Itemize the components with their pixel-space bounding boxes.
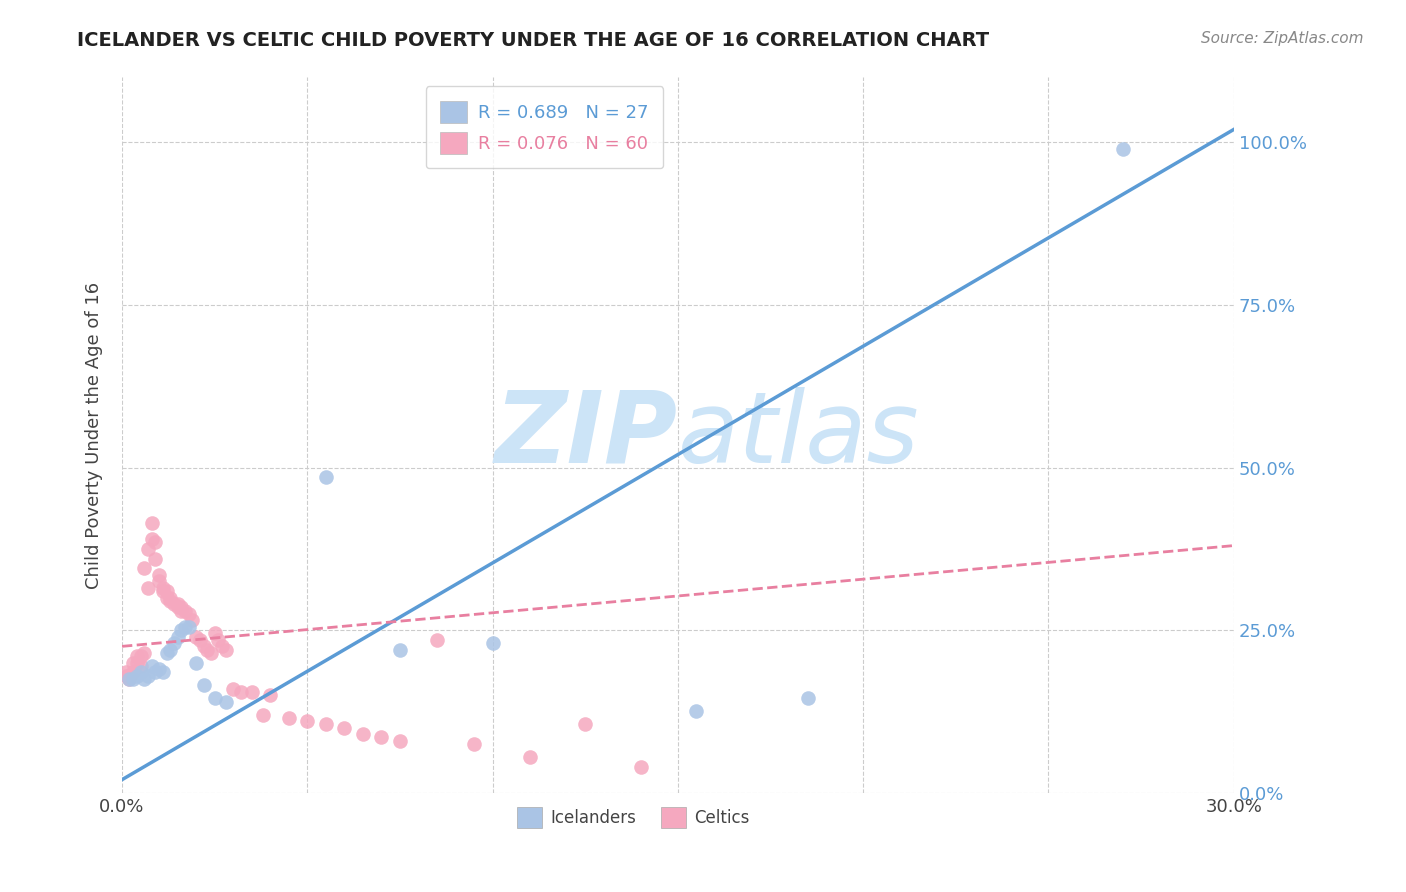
Point <box>181 613 204 627</box>
Point <box>259 688 281 702</box>
Point <box>134 646 156 660</box>
Point <box>188 632 211 647</box>
Point <box>177 620 200 634</box>
Point <box>463 737 485 751</box>
Point <box>148 662 170 676</box>
Point <box>193 640 215 654</box>
Point <box>222 681 245 696</box>
Point <box>129 658 152 673</box>
Point <box>277 711 299 725</box>
Point <box>174 604 197 618</box>
Point <box>163 636 186 650</box>
Point <box>134 561 156 575</box>
Point <box>1111 142 1133 156</box>
Point <box>574 717 596 731</box>
Point <box>136 541 159 556</box>
Point <box>195 642 218 657</box>
Point <box>159 591 181 605</box>
Point <box>136 581 159 595</box>
Point <box>166 630 188 644</box>
Point <box>685 705 707 719</box>
Point <box>388 733 411 747</box>
Point <box>519 750 541 764</box>
Point <box>155 584 177 599</box>
Point <box>166 600 188 615</box>
Point <box>174 620 197 634</box>
Point <box>388 642 411 657</box>
Point <box>129 665 152 680</box>
Point <box>148 574 170 589</box>
Point <box>315 717 337 731</box>
Point <box>211 640 233 654</box>
Point <box>148 567 170 582</box>
Point <box>193 678 215 692</box>
Point <box>118 672 141 686</box>
Point <box>122 672 145 686</box>
Point <box>122 665 145 680</box>
Text: ZIP: ZIP <box>495 386 678 483</box>
Point <box>118 668 141 682</box>
Point <box>200 646 222 660</box>
Point <box>125 649 148 664</box>
Point <box>229 685 252 699</box>
Point <box>125 656 148 670</box>
Point <box>122 656 145 670</box>
Point <box>186 656 208 670</box>
Point <box>170 623 193 637</box>
Point <box>252 707 274 722</box>
Point <box>186 630 208 644</box>
Point <box>159 642 181 657</box>
Point <box>170 600 193 615</box>
Point <box>315 470 337 484</box>
Point <box>129 649 152 664</box>
Point <box>125 668 148 682</box>
Point <box>177 607 200 621</box>
Point <box>166 597 188 611</box>
Point <box>240 685 263 699</box>
Point <box>170 604 193 618</box>
Point <box>152 665 174 680</box>
Point <box>136 668 159 682</box>
Legend: Icelanders, Celtics: Icelanders, Celtics <box>510 801 756 834</box>
Point <box>152 584 174 599</box>
Point <box>796 691 818 706</box>
Point <box>155 646 177 660</box>
Point <box>141 516 163 530</box>
Point <box>215 695 238 709</box>
Point <box>152 581 174 595</box>
Point <box>159 594 181 608</box>
Point <box>145 551 167 566</box>
Point <box>163 597 186 611</box>
Point <box>118 672 141 686</box>
Point <box>114 668 136 682</box>
Point <box>297 714 319 728</box>
Point <box>141 658 163 673</box>
Text: Source: ZipAtlas.com: Source: ZipAtlas.com <box>1201 31 1364 46</box>
Point <box>204 691 226 706</box>
Point <box>155 591 177 605</box>
Point <box>114 665 136 680</box>
Point <box>141 532 163 546</box>
Point <box>333 721 356 735</box>
Point <box>207 632 229 647</box>
Text: ICELANDER VS CELTIC CHILD POVERTY UNDER THE AGE OF 16 CORRELATION CHART: ICELANDER VS CELTIC CHILD POVERTY UNDER … <box>77 31 990 50</box>
Text: atlas: atlas <box>678 386 920 483</box>
Point <box>352 727 374 741</box>
Y-axis label: Child Poverty Under the Age of 16: Child Poverty Under the Age of 16 <box>86 282 103 589</box>
Point <box>134 672 156 686</box>
Point <box>370 731 392 745</box>
Point <box>204 626 226 640</box>
Point <box>145 535 167 549</box>
Point <box>481 636 503 650</box>
Point <box>630 759 652 773</box>
Point <box>215 642 238 657</box>
Point <box>145 665 167 680</box>
Point <box>426 632 449 647</box>
